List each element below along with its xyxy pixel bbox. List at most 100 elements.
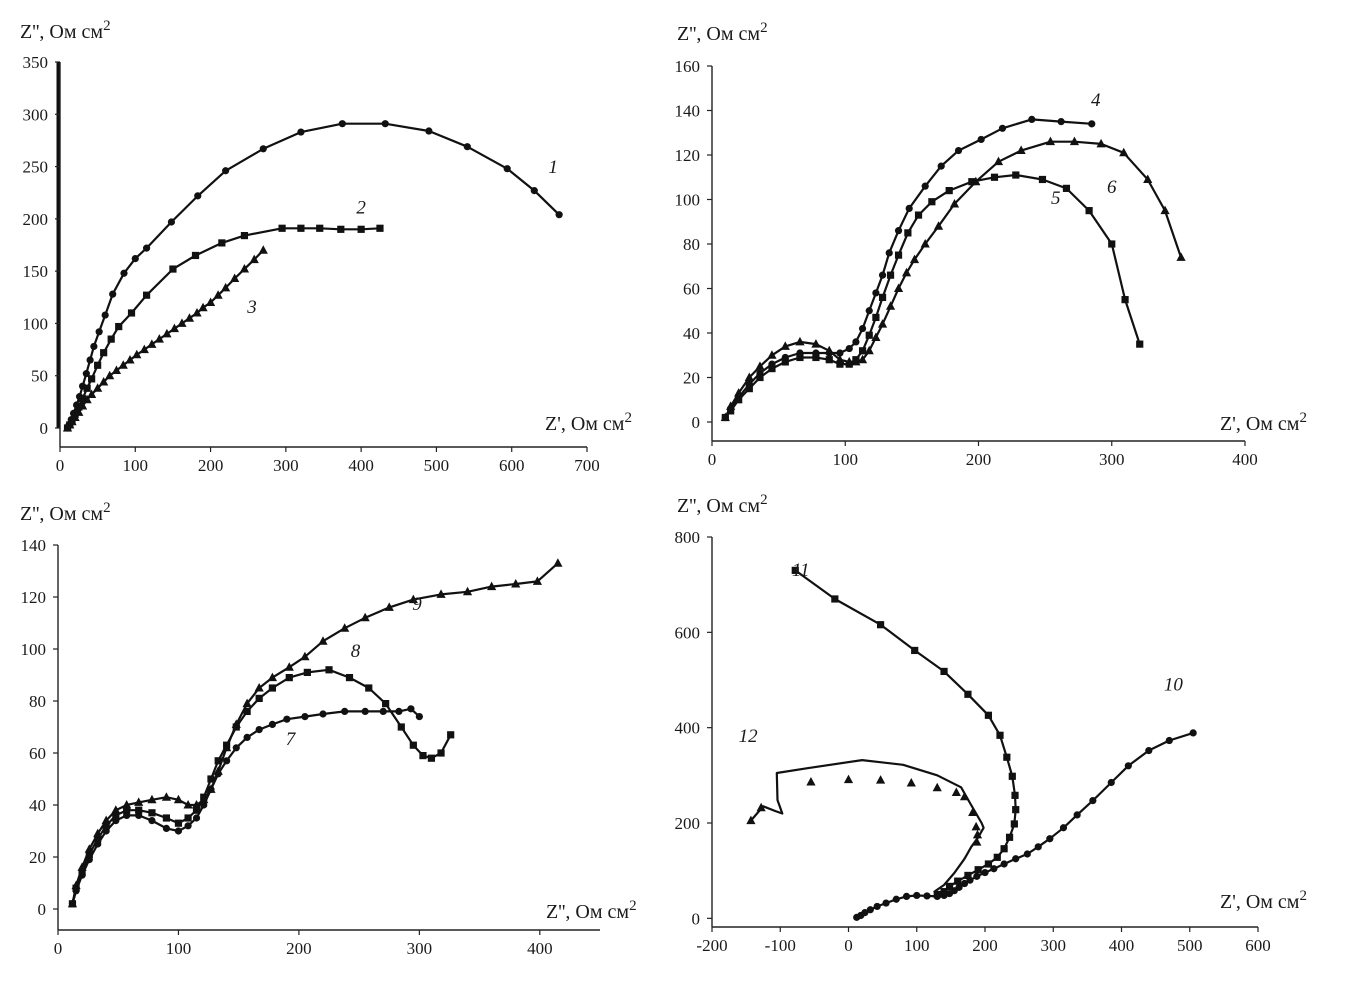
y-tick-label: 100 xyxy=(23,314,49,333)
y-tick-label: 60 xyxy=(29,744,46,763)
data-point xyxy=(878,293,887,301)
data-point xyxy=(192,307,202,317)
data-point xyxy=(791,566,799,574)
data-point xyxy=(1038,175,1047,184)
x-tick-label: 0 xyxy=(54,939,63,958)
data-point xyxy=(951,787,961,796)
x-tick-label: 400 xyxy=(1109,936,1135,955)
data-point xyxy=(84,844,94,853)
curve-label: 9 xyxy=(412,594,422,615)
data-point xyxy=(981,868,989,877)
curve-label: 6 xyxy=(1107,177,1117,198)
data-point xyxy=(337,225,345,233)
y-tick-label: 40 xyxy=(683,324,700,343)
data-point xyxy=(893,283,904,292)
data-point xyxy=(120,269,128,277)
data-point xyxy=(945,187,953,195)
data-point xyxy=(831,595,839,603)
x-tick-label: 500 xyxy=(1177,936,1203,955)
data-point xyxy=(905,204,913,212)
data-point xyxy=(111,365,122,374)
data-point xyxy=(872,313,880,322)
data-point xyxy=(184,814,192,822)
data-point xyxy=(1034,843,1042,851)
x-tick-label: 200 xyxy=(286,939,312,958)
curve-label: 4 xyxy=(1091,90,1101,111)
data-point xyxy=(806,777,816,786)
data-point xyxy=(90,342,98,351)
y-axis-label: Z'', Ом см2 xyxy=(20,18,111,43)
data-point xyxy=(161,792,172,801)
data-point xyxy=(365,684,373,692)
data-point xyxy=(71,880,81,890)
data-point xyxy=(255,726,263,734)
data-point xyxy=(77,862,87,871)
x-tick-label: 0 xyxy=(56,456,65,475)
data-point xyxy=(756,802,766,812)
data-point xyxy=(318,636,328,645)
data-point xyxy=(1085,207,1093,215)
curve-label: 2 xyxy=(356,198,366,219)
data-point xyxy=(338,120,346,128)
x-tick-label: 600 xyxy=(499,456,525,475)
data-point xyxy=(824,345,834,355)
data-point xyxy=(901,267,912,277)
data-point xyxy=(865,307,873,315)
data-point xyxy=(1096,138,1106,148)
data-point xyxy=(94,835,102,843)
data-point xyxy=(720,412,730,422)
data-point xyxy=(844,356,854,366)
data-point xyxy=(933,221,944,230)
data-point xyxy=(857,354,868,364)
data-point xyxy=(906,777,916,787)
data-point xyxy=(268,720,277,729)
data-point xyxy=(909,254,920,264)
data-point xyxy=(297,128,305,136)
data-point xyxy=(968,807,978,817)
data-point xyxy=(996,731,1004,739)
data-point xyxy=(162,328,172,338)
data-point xyxy=(169,265,177,273)
data-point xyxy=(780,341,790,350)
data-point xyxy=(726,401,736,410)
data-point xyxy=(1057,118,1065,126)
data-point xyxy=(301,713,309,721)
data-point xyxy=(95,328,103,336)
data-point xyxy=(134,797,144,806)
data-point xyxy=(858,347,867,355)
data-point xyxy=(964,871,972,880)
data-point xyxy=(408,594,418,604)
data-point xyxy=(82,394,92,404)
series-3: 3 xyxy=(62,245,268,432)
data-point xyxy=(851,356,861,366)
data-point xyxy=(503,165,511,173)
data-point xyxy=(796,353,804,362)
data-point xyxy=(240,231,249,240)
data-point xyxy=(303,668,311,676)
series-line xyxy=(724,173,1141,419)
data-point xyxy=(184,313,195,322)
data-point xyxy=(1012,806,1020,814)
data-point xyxy=(249,254,259,264)
y-tick-label: 120 xyxy=(21,588,47,607)
y-tick-label: 50 xyxy=(31,367,48,386)
data-point xyxy=(940,667,948,676)
data-point xyxy=(93,383,103,392)
data-point xyxy=(100,349,108,357)
x-tick-label: 0 xyxy=(708,450,717,469)
data-point xyxy=(115,322,123,331)
data-point xyxy=(142,244,151,252)
data-point xyxy=(974,866,982,874)
data-point xyxy=(463,143,471,151)
data-point xyxy=(183,800,193,809)
data-point xyxy=(932,782,942,792)
data-point xyxy=(162,814,171,822)
x-tick-label: 200 xyxy=(198,456,224,475)
data-point xyxy=(94,361,102,369)
data-point xyxy=(218,239,226,247)
chart-panel-top-right: 0 20 40 60 80 100 120 140 160 0 100 200 300 400 Z'', О… xyxy=(675,20,1307,469)
y-tick-label: 160 xyxy=(675,57,701,76)
data-point xyxy=(811,339,821,348)
chart-panel-bottom-left: 0 20 40 60 80 100 120 140 0 100 200 300 400 Z'', Ом с… xyxy=(20,500,637,958)
x-tick-label: 500 xyxy=(424,456,450,475)
